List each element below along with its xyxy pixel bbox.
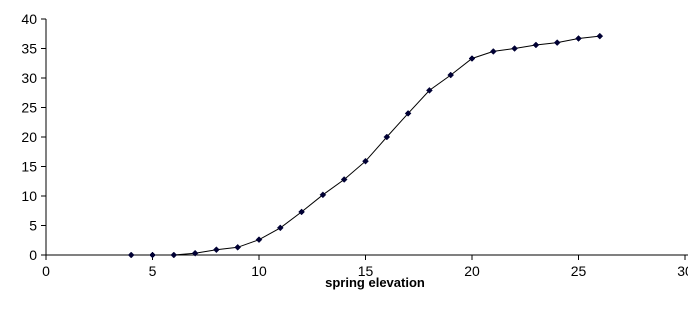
y-tick-label: 40 <box>21 11 37 27</box>
labels-layer: 0 5 10 15 20 25 30 35 40 0 5 10 15 20 25 30 <box>21 11 688 279</box>
y-tick-label: 30 <box>21 70 37 86</box>
data-point-marker <box>511 45 518 52</box>
data-point-marker <box>276 224 284 232</box>
data-point-marker <box>468 55 476 62</box>
data-point-marker <box>234 243 242 251</box>
data-point-marker <box>404 110 412 117</box>
data-point-marker <box>553 39 561 46</box>
data-point-marker <box>447 71 455 79</box>
data-point-marker <box>319 191 327 199</box>
series-layer <box>127 32 604 259</box>
y-tick-label: 15 <box>21 159 37 175</box>
data-point-marker <box>383 133 391 141</box>
series-line <box>131 35 600 256</box>
x-tick-label: 0 <box>42 263 50 279</box>
data-point-marker <box>575 35 582 42</box>
x-tick-label: 10 <box>251 263 267 279</box>
data-point-marker <box>426 87 433 94</box>
y-tick-label: 35 <box>21 41 37 57</box>
x-tick-label: 20 <box>464 263 480 279</box>
x-tick-label: 25 <box>571 263 587 279</box>
x-tick-label: 30 <box>677 263 688 279</box>
x-axis-title: spring elevation <box>325 275 425 290</box>
x-tick-label: 5 <box>149 263 157 279</box>
y-tick-label: 10 <box>21 188 37 204</box>
y-tick-label: 0 <box>29 247 37 263</box>
data-point-marker <box>213 246 220 254</box>
data-point-marker <box>127 251 135 259</box>
axes-layer <box>45 19 688 256</box>
data-point-marker <box>149 251 156 259</box>
y-tick-label: 20 <box>21 129 37 145</box>
data-point-marker <box>489 48 497 55</box>
x-tick-label: 15 <box>358 263 374 279</box>
data-point-marker <box>191 249 199 257</box>
data-point-marker <box>255 236 263 244</box>
data-point-marker <box>340 176 348 183</box>
data-point-marker <box>532 41 540 49</box>
y-tick-label: 25 <box>21 100 37 116</box>
data-point-marker <box>170 251 178 259</box>
data-point-marker <box>596 32 604 40</box>
y-tick-label: 5 <box>29 218 37 234</box>
ticks-layer <box>41 18 686 260</box>
data-point-marker <box>362 157 369 165</box>
data-point-marker <box>298 208 305 216</box>
